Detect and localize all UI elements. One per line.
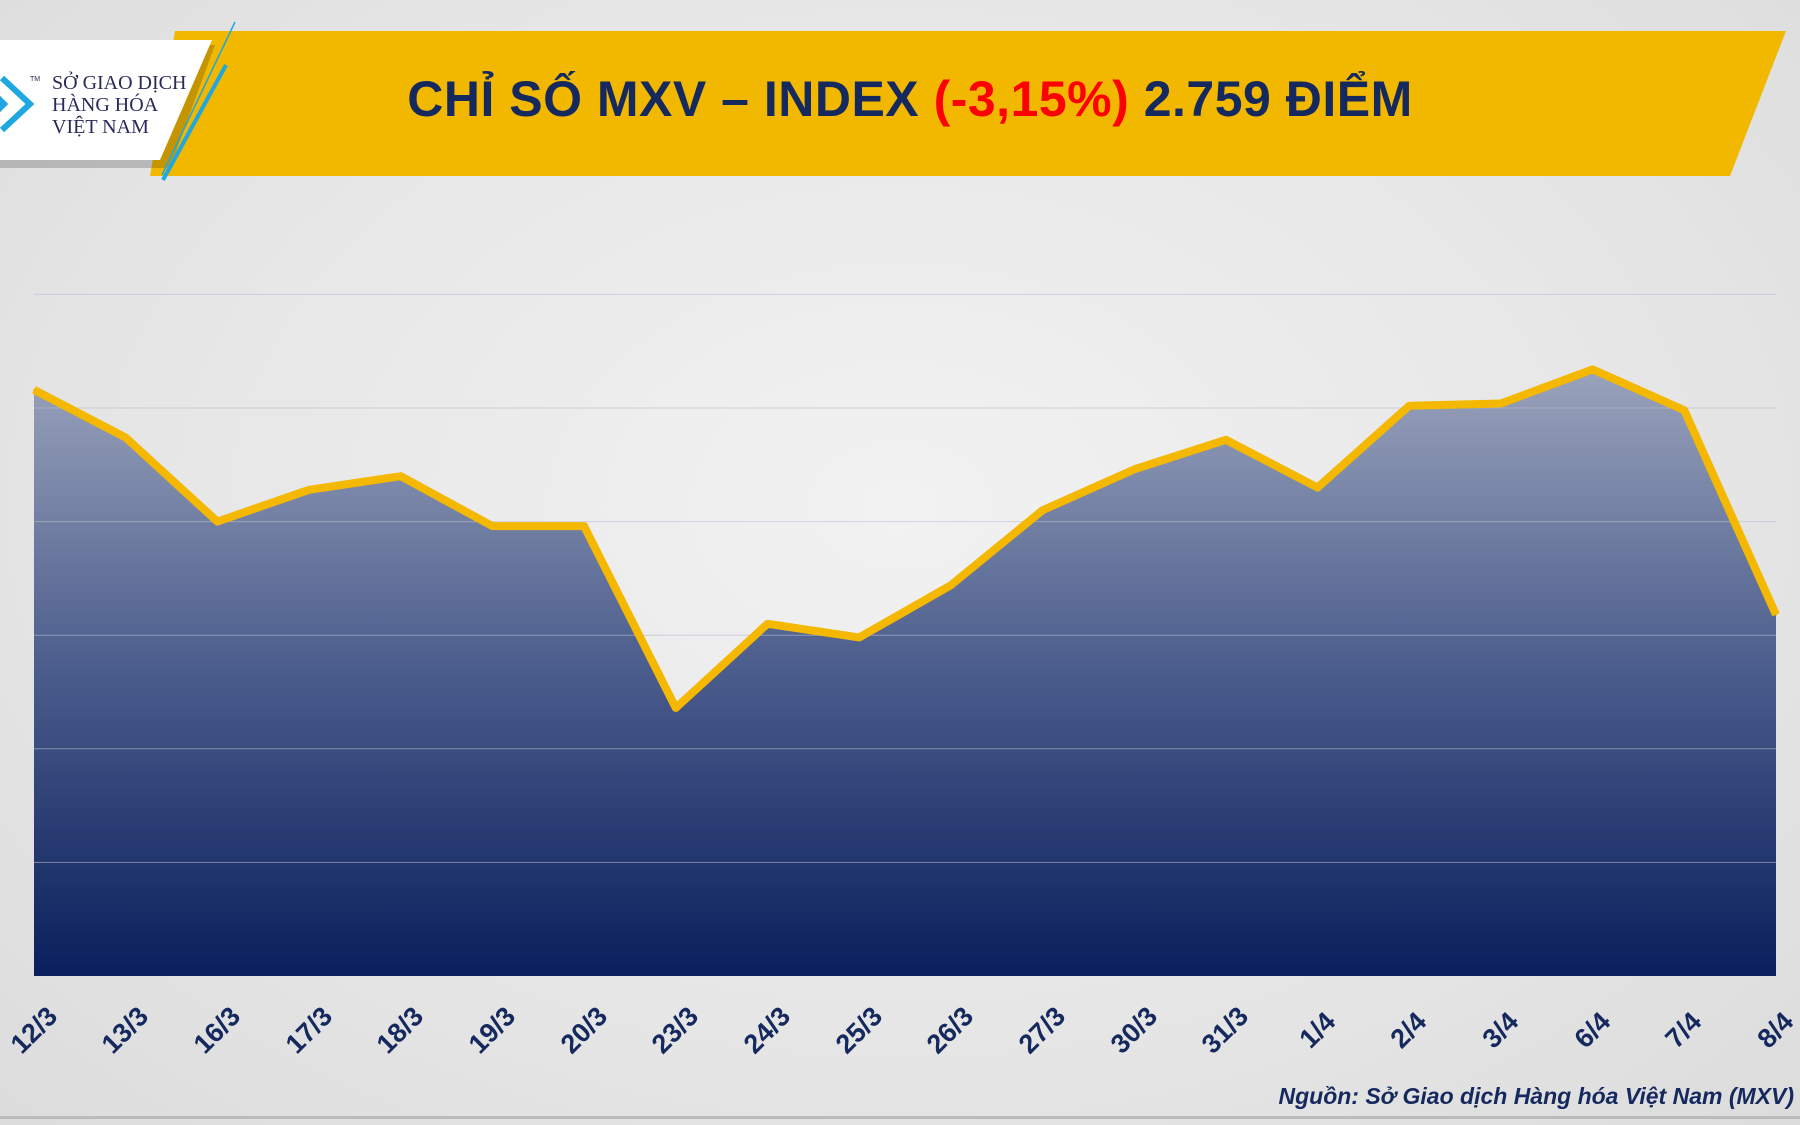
accent-line: [161, 64, 228, 181]
data-point-1/4: [1316, 486, 1319, 489]
logo-panel: [0, 40, 212, 160]
data-point-30/3: [1133, 468, 1136, 471]
chart-title: CHỈ SỐ MXV – INDEX (-3,15%) 2.759 ĐIỂM: [150, 70, 1670, 128]
source-note: Nguồn: Sở Giao dịch Hàng hóa Việt Nam (M…: [1278, 1083, 1794, 1109]
logo-chevron-icon: [0, 75, 35, 133]
data-point-12/3: [33, 388, 35, 391]
change-percent: (-3,15%): [933, 71, 1130, 127]
data-point-2/4: [1408, 404, 1411, 407]
title-banner: [0, 21, 1786, 181]
data-point-24/3: [766, 622, 769, 625]
bottom-divider: [0, 1116, 1800, 1119]
index-value: 2.759 ĐIỂM: [1143, 71, 1413, 127]
data-point-17/3: [308, 488, 311, 491]
logo-line: VIỆT NAM: [52, 116, 149, 138]
banner-yellow-band: [150, 31, 1786, 176]
data-point-20/3: [583, 525, 586, 528]
series-line: [32, 365, 1780, 712]
logo-trademark: TM: [30, 76, 41, 83]
data-point-6/4: [1591, 368, 1594, 371]
data-point-23/3: [674, 706, 677, 709]
logo-line: HÀNG HÓA: [52, 94, 159, 116]
data-point-25/3: [858, 636, 861, 639]
data-point-26/3: [949, 584, 952, 587]
area-fill: [34, 369, 1776, 977]
data-point-7/4: [1683, 409, 1686, 412]
data-point-31/3: [1224, 438, 1227, 441]
data-point-8/4: [1775, 613, 1777, 616]
data-point-3/4: [1499, 402, 1502, 405]
data-point-13/3: [124, 436, 127, 439]
data-point-18/3: [399, 475, 402, 478]
data-point-27/3: [1041, 509, 1044, 512]
data-point-16/3: [216, 520, 219, 523]
logo-line: SỞ GIAO DỊCH: [52, 72, 187, 94]
data-point-19/3: [491, 525, 494, 528]
title-prefix: CHỈ SỐ MXV – INDEX: [407, 71, 920, 127]
accent-line: [161, 21, 236, 176]
logo-text: SỞ GIAO DỊCH HÀNG HÓA VIỆT NAM: [52, 72, 186, 138]
